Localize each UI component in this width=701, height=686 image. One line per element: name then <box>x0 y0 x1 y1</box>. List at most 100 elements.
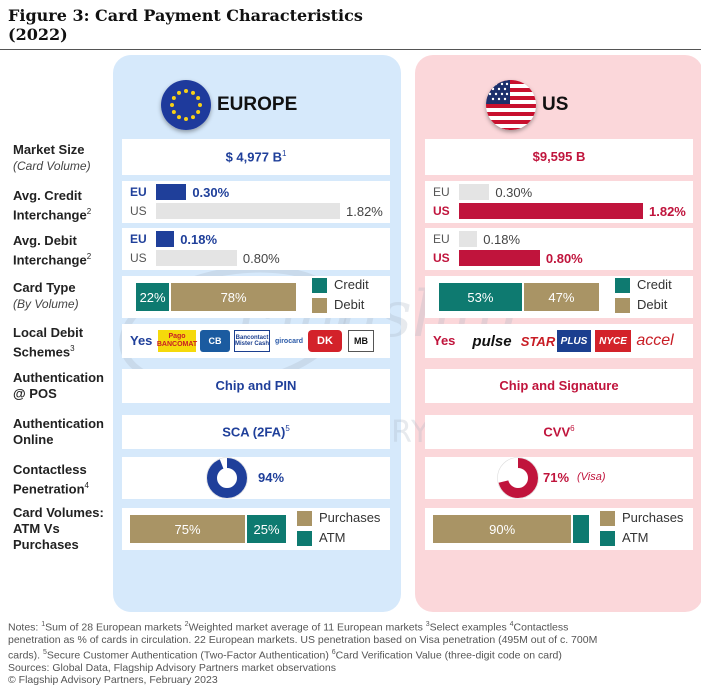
label-contactless: Contactless Penetration4 <box>13 462 89 497</box>
label-card-volumes-line1: Card Volumes: <box>13 505 104 520</box>
label-debit-fn: 2 <box>86 252 92 261</box>
note-line3a: cards). <box>8 649 44 661</box>
volume-label-purchases: 75% <box>174 521 201 537</box>
dankort-logo: DK <box>308 330 342 352</box>
legend-swatch-atm <box>600 531 615 546</box>
label-card-type-sub: (By Volume) <box>13 297 79 311</box>
bar-eu <box>156 184 187 200</box>
label-debit-line2: Interchange <box>13 252 87 268</box>
us-contactless-value: 71% <box>543 470 570 485</box>
us-schemes-yes: Yes <box>433 333 456 348</box>
legend-swatch-debit <box>312 298 327 313</box>
label-local-debit-fn: 3 <box>70 344 75 353</box>
plus-logo: PLUS <box>557 330 591 352</box>
pagobancomat-text: Pago BANCOMAT <box>156 333 198 348</box>
us-contactless-donut <box>497 457 539 499</box>
star-logo: STAR <box>520 333 556 349</box>
bar-label-eu: 0.18% <box>180 232 218 247</box>
us-schemes-card: Yes pulse STAR PLUS NYCE accel <box>425 324 693 358</box>
label-auth-online-line1: Authentication <box>13 416 104 431</box>
footnote-line2: penetration as % of cards in circulation… <box>8 634 598 646</box>
europe-schemes-card: Yes Pago BANCOMAT CB Bancontact Mister C… <box>122 324 390 358</box>
us-debit-card: EU 0.18% US 0.80% <box>425 228 693 270</box>
donut-slice <box>498 458 538 498</box>
volume-seg-atm <box>573 515 589 543</box>
label-market-size: Market Size (Card Volume) <box>13 142 91 174</box>
bar-label-eu: 0.30% <box>495 185 533 200</box>
label-credit-line1: Avg. Credit <box>13 188 82 203</box>
stacked-seg-credit: 22% <box>136 283 170 311</box>
us-auth-online-text: CVV <box>543 424 571 440</box>
us-flag-icon <box>486 80 536 130</box>
europe-debit-card: EU 0.18% US 0.80% <box>122 228 390 270</box>
legend-swatch-debit <box>615 298 630 313</box>
europe-schemes-yes: Yes <box>130 333 153 348</box>
legend-swatch-purchases <box>297 511 312 526</box>
europe-market-size-value: $ 4,977 B <box>225 149 282 165</box>
legend-swatch-atm <box>297 531 312 546</box>
bar-label-eu: 0.18% <box>483 232 521 247</box>
figure-title: Figure 3: Card Payment Characteristics (… <box>8 6 363 44</box>
label-market-size-sub: (Card Volume) <box>13 159 91 173</box>
bancontact-logo: Bancontact Mister Cash <box>234 330 270 352</box>
bar-category-eu: EU <box>433 232 450 246</box>
label-credit-line2: Interchange <box>13 207 87 223</box>
us-market-size-card: $9,595 B <box>425 139 693 175</box>
europe-contactless-value: 94% <box>258 470 285 485</box>
note-t2: Weighted market average of 11 European m… <box>188 621 426 634</box>
label-contactless-line2: Penetration <box>13 481 85 497</box>
europe-volumes-card: 75% 25% Purchases ATM <box>122 508 390 550</box>
bar-label-us: 1.82% <box>346 204 383 219</box>
volume-seg-purchases: 75% <box>130 515 245 543</box>
eu-flag-icon <box>161 80 211 130</box>
donut-outline <box>497 457 539 499</box>
legend-swatch-credit <box>312 278 327 293</box>
accel-logo: accel <box>636 332 674 349</box>
label-market-size-text: Market Size <box>13 142 85 157</box>
label-auth-pos: Authentication @ POS <box>13 370 104 402</box>
label-local-debit: Local Debit Schemes3 <box>13 325 83 360</box>
bar-category-us: US <box>130 204 147 218</box>
stacked-label-debit: 78% <box>220 289 247 305</box>
us-volumes-card: 90% Purchases ATM <box>425 508 693 550</box>
europe-market-size: $ 4,977 B1 <box>122 149 390 164</box>
note-t4: Contactless <box>513 621 569 634</box>
note-fn2: 2 <box>184 621 189 628</box>
europe-auth-online-card: SCA (2FA)5 <box>122 415 390 449</box>
note-fn5: 5 <box>43 648 47 656</box>
note-fn3: 3 <box>425 621 430 628</box>
legend-swatch-purchases <box>600 511 615 526</box>
europe-market-size-fn: 1 <box>281 149 287 158</box>
title-divider <box>0 49 701 50</box>
label-debit-line1: Avg. Debit <box>13 233 77 248</box>
europe-auth-online: SCA (2FA)5 <box>122 424 390 439</box>
us-contactless-card: 71% (Visa) <box>425 457 693 499</box>
europe-auth-online-text: SCA (2FA) <box>222 424 286 440</box>
bar-us <box>459 250 540 266</box>
bar-category-us: US <box>433 204 450 218</box>
stacked-label-credit: 53% <box>467 289 494 305</box>
bar-label-us: 1.82% <box>649 204 686 219</box>
label-card-volumes: Card Volumes: ATM Vs Purchases <box>13 505 104 553</box>
label-contactless-line1: Contactless <box>13 462 87 477</box>
girocard-logo: girocard <box>274 337 303 345</box>
us-title: US <box>542 94 569 115</box>
label-debit-interchange: Avg. Debit Interchange2 <box>13 233 91 268</box>
label-auth-online: Authentication Online <box>13 416 104 448</box>
legend-text-purchases: Purchases <box>622 510 684 525</box>
legend-text-purchases: Purchases <box>319 510 381 525</box>
note-t1: Sum of 28 European markets <box>45 621 185 634</box>
legend-text-credit: Credit <box>334 277 369 292</box>
legend-text-debit: Debit <box>637 297 668 312</box>
europe-auth-online-fn: 5 <box>285 424 290 433</box>
label-auth-pos-line2: @ POS <box>13 386 57 401</box>
figure-title-line2: (2022) <box>8 25 68 44</box>
legend-text-atm: ATM <box>319 530 346 545</box>
label-auth-online-line2: Online <box>13 432 54 447</box>
stacked-label-credit: 22% <box>139 289 166 305</box>
bar-category-eu: EU <box>130 185 147 199</box>
cb-logo: CB <box>200 330 230 352</box>
bar-category-us: US <box>130 251 147 265</box>
footnotes: Notes: 1Sum of 28 European markets 2Weig… <box>8 619 698 686</box>
bar-eu <box>459 184 490 200</box>
